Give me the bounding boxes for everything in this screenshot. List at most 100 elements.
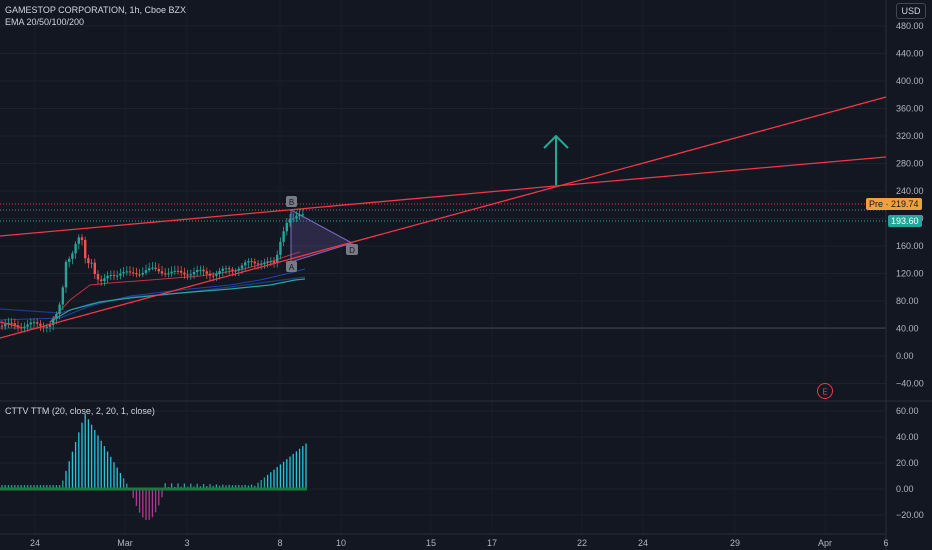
pattern-point-b[interactable]: B xyxy=(286,196,297,207)
candle-body xyxy=(256,263,260,265)
candle-body xyxy=(26,324,29,327)
candle-body xyxy=(288,218,292,223)
time-tick-label: Apr xyxy=(818,538,832,548)
candle-body xyxy=(93,262,96,275)
candle-body xyxy=(58,304,61,314)
candle-body xyxy=(279,241,282,255)
trendline-left-stub[interactable] xyxy=(0,321,21,328)
event-marker-label: E xyxy=(822,388,827,397)
price-tick-label: 80.00 xyxy=(896,296,919,306)
candle-body xyxy=(52,318,55,325)
pattern-point-a[interactable]: A xyxy=(286,261,297,272)
ema-legend[interactable]: EMA 20/50/100/200 xyxy=(5,17,85,27)
ema-100-line xyxy=(0,268,306,321)
time-tick-label: 10 xyxy=(336,538,346,548)
oscillator-axis-ticks: 60.00 40.00 20.00 0.00 −20.00 xyxy=(896,406,924,520)
candle-body xyxy=(228,268,231,270)
pattern-label-d: D xyxy=(349,246,355,255)
candle-body xyxy=(301,214,304,216)
time-tick-label: 3 xyxy=(184,538,189,548)
time-tick-label: 6 xyxy=(883,538,888,548)
candle-body xyxy=(96,274,100,280)
time-tick-label: 22 xyxy=(577,538,587,548)
oscillator-histogram xyxy=(1,413,307,520)
oscillator-tick-label: 0.00 xyxy=(896,484,914,494)
earnings-event-marker[interactable]: E xyxy=(817,383,833,399)
candle-body xyxy=(215,273,218,276)
pre-market-price-badge: Pre · 219.74 xyxy=(866,198,922,210)
candle-body xyxy=(253,261,256,264)
candle-body xyxy=(157,268,160,272)
candle-body xyxy=(112,275,116,277)
up-arrow-icon[interactable] xyxy=(543,134,569,185)
price-tick-label: 280.00 xyxy=(896,159,924,169)
candle-body xyxy=(103,278,106,282)
candlesticks xyxy=(0,209,304,333)
time-tick-label: 8 xyxy=(277,538,282,548)
candle-body xyxy=(116,275,119,277)
candle-body xyxy=(231,269,234,271)
candle-body xyxy=(170,271,173,274)
candle-body xyxy=(68,258,71,262)
candle-body xyxy=(176,270,180,272)
price-tick-label: 320.00 xyxy=(896,131,924,141)
candle-body xyxy=(10,322,13,324)
candle-body xyxy=(125,271,128,273)
candle-body xyxy=(0,325,4,327)
candle-body xyxy=(234,270,237,272)
trendline-upper-extension[interactable] xyxy=(554,156,887,187)
price-tick-label: 400.00 xyxy=(896,76,924,86)
price-grid xyxy=(0,25,886,384)
candle-body xyxy=(151,267,154,269)
candle-body xyxy=(180,270,183,273)
currency-button[interactable]: USD xyxy=(896,3,926,19)
candle-body xyxy=(154,267,157,269)
candle-body xyxy=(202,269,205,272)
candle-body xyxy=(144,270,148,273)
candle-body xyxy=(250,261,253,263)
candle-body xyxy=(77,237,80,244)
candle-body xyxy=(183,272,186,275)
candle-body xyxy=(48,324,52,327)
candle-body xyxy=(199,269,202,271)
candle-body xyxy=(100,279,103,282)
candle-body xyxy=(119,273,122,276)
candle-body xyxy=(80,237,84,241)
candle-body xyxy=(4,324,7,327)
candle-body xyxy=(260,263,263,265)
candle-body xyxy=(224,268,228,270)
time-tick-label: 24 xyxy=(638,538,648,548)
trendline-upper-resistance[interactable] xyxy=(0,185,556,237)
price-tick-label: 440.00 xyxy=(896,49,924,59)
candle-body xyxy=(276,254,279,263)
symbol-legend[interactable]: GAMESTOP CORPORATION, 1h, Cboe BZX xyxy=(5,5,187,15)
price-tick-label: 360.00 xyxy=(896,104,924,114)
price-tick-label: 0.00 xyxy=(896,351,914,361)
candle-body xyxy=(132,272,135,274)
price-tick-label: 40.00 xyxy=(896,324,919,334)
pattern-point-d[interactable]: D xyxy=(346,244,358,255)
harmonic-pattern-fill[interactable] xyxy=(290,209,354,263)
candle-body xyxy=(39,323,42,326)
candle-body xyxy=(221,268,224,271)
oscillator-legend[interactable]: CTTV TTM (20, close, 2, 20, 1, close) xyxy=(5,406,155,416)
candle-body xyxy=(74,243,77,254)
candle-body xyxy=(138,274,141,276)
candle-body xyxy=(292,218,295,220)
candle-body xyxy=(295,216,298,219)
trendline-steep-support[interactable] xyxy=(0,96,887,339)
candle-body xyxy=(173,270,176,272)
candle-body xyxy=(269,261,272,263)
candle-body xyxy=(84,240,87,259)
candle-body xyxy=(128,271,132,273)
candle-body xyxy=(285,222,288,232)
candle-body xyxy=(148,268,151,271)
candle-body xyxy=(90,262,93,264)
candle-body xyxy=(186,274,189,276)
candle-body xyxy=(189,274,192,276)
candle-body xyxy=(64,261,68,288)
candle-body xyxy=(55,313,58,319)
pattern-label-a: A xyxy=(289,263,295,272)
candle-body xyxy=(71,253,74,259)
